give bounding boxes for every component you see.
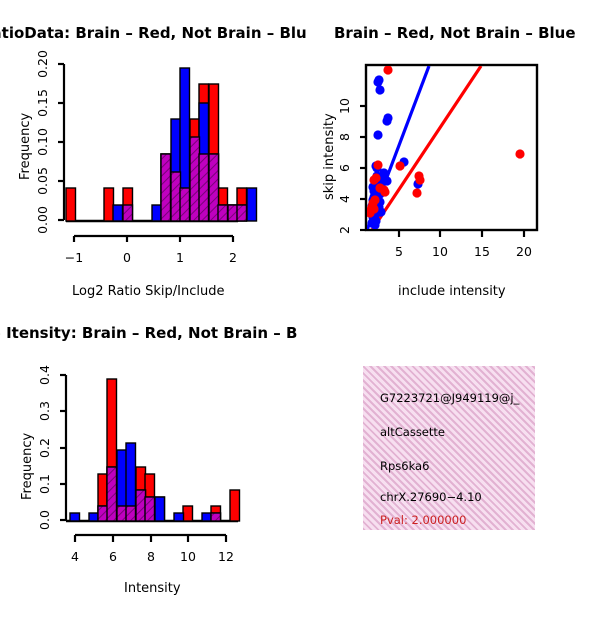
svg-text:0.20: 0.20 xyxy=(35,50,50,78)
svg-text:0.4: 0.4 xyxy=(37,365,52,385)
svg-text:20: 20 xyxy=(516,244,532,259)
info-line-probe-id: G7223721@J949119@j_ xyxy=(380,391,520,405)
ratio-histogram-panel: RatioData: Brain – Red, Not Brain – Blu … xyxy=(0,0,307,310)
svg-text:4: 4 xyxy=(337,195,352,203)
svg-text:−1: −1 xyxy=(65,250,83,265)
svg-text:2: 2 xyxy=(229,250,237,265)
svg-text:0.2: 0.2 xyxy=(37,438,52,458)
brain-points xyxy=(367,66,525,218)
info-line-pval: Pval: 2.000000 xyxy=(380,513,467,527)
svg-text:8: 8 xyxy=(337,133,352,141)
intensity-scatter-panel: Brain – Red, Not Brain – Blue skip inten… xyxy=(300,0,600,310)
info-line-gene-symbol: Rps6ka6 xyxy=(380,459,430,473)
svg-text:0.3: 0.3 xyxy=(37,401,52,421)
svg-text:0.00: 0.00 xyxy=(35,206,50,234)
svg-text:15: 15 xyxy=(474,244,490,259)
gene-histogram-title: ne Itensity: Brain – Red, Not Brain – B xyxy=(0,324,298,342)
info-panel: G7223721@J949119@j_ altCassette Rps6ka6 … xyxy=(363,366,535,530)
gene-histogram-panel: ne Itensity: Brain – Red, Not Brain – B … xyxy=(0,300,300,600)
svg-text:10: 10 xyxy=(337,98,352,114)
svg-text:0.05: 0.05 xyxy=(35,167,50,195)
svg-text:10: 10 xyxy=(432,244,448,259)
gene-histogram-plot: 0.0 0.1 0.2 0.3 0.4 xyxy=(37,365,241,564)
ratio-histogram-xlabel: Log2 Ratio Skip/Include xyxy=(72,284,225,299)
svg-text:0.10: 0.10 xyxy=(35,128,50,156)
svg-text:2: 2 xyxy=(337,226,352,234)
svg-text:6: 6 xyxy=(337,164,352,172)
svg-text:1: 1 xyxy=(176,250,184,265)
svg-text:0.1: 0.1 xyxy=(37,474,52,494)
svg-text:0.15: 0.15 xyxy=(35,89,50,117)
intensity-scatter-xlabel: include intensity xyxy=(398,284,506,299)
info-line-locus: chrX.27690−4.10 xyxy=(380,490,482,504)
svg-text:6: 6 xyxy=(109,549,117,564)
info-line-event-type: altCassette xyxy=(380,425,445,439)
ratio-histogram-plot: 0.00 0.05 0.10 0.15 0.20 xyxy=(35,50,258,265)
intensity-scatter-title: Brain – Red, Not Brain – Blue xyxy=(334,24,576,42)
intensity-scatter-plot: 2 4 6 8 10 5 10 15 20 xyxy=(337,63,539,259)
gene-histogram-xlabel: Intensity xyxy=(124,581,181,596)
svg-text:5: 5 xyxy=(395,244,403,259)
svg-text:12: 12 xyxy=(218,549,234,564)
svg-text:4: 4 xyxy=(71,549,79,564)
svg-text:8: 8 xyxy=(147,549,155,564)
svg-text:10: 10 xyxy=(180,549,196,564)
svg-text:0: 0 xyxy=(123,250,131,265)
svg-text:0.0: 0.0 xyxy=(37,510,52,530)
red-fit-line xyxy=(370,66,483,229)
ratio-histogram-title: RatioData: Brain – Red, Not Brain – Blu xyxy=(0,24,307,42)
